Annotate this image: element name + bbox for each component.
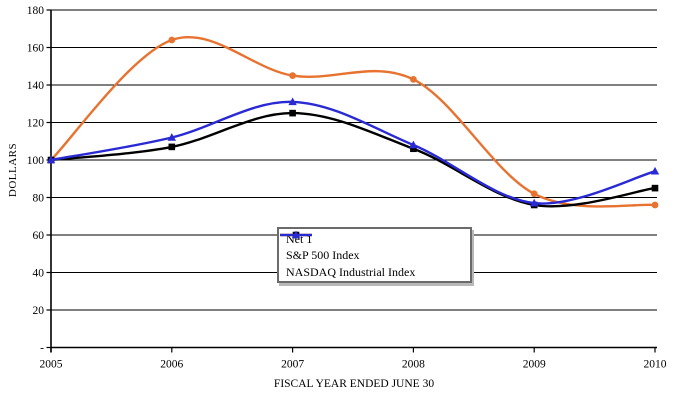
y-tick-label: 80 bbox=[33, 193, 45, 205]
x-tick-label: 2010 bbox=[644, 359, 667, 371]
y-tick-label: 160 bbox=[27, 43, 45, 55]
x-tick-label: 2009 bbox=[523, 359, 546, 371]
y-tick-label: 60 bbox=[33, 230, 45, 242]
y-tick-label: 20 bbox=[33, 305, 45, 317]
legend-item-net-1: Net 1 bbox=[280, 231, 470, 247]
series-line-nasdaq-industrial-index bbox=[49, 100, 657, 205]
data-point-net-1-2009 bbox=[530, 190, 538, 198]
x-tick-label: 2008 bbox=[402, 359, 425, 371]
y-tick-label: 120 bbox=[27, 118, 45, 130]
series-line-s-p-500-index bbox=[49, 111, 657, 208]
y-tick-label: 40 bbox=[33, 268, 45, 280]
y-axis-title: DOLLARS bbox=[7, 142, 19, 198]
data-point-s-p-500-index-2006 bbox=[168, 143, 176, 151]
data-point-nasdaq-industrial-index-2010 bbox=[650, 166, 660, 175]
x-tick-label: 2007 bbox=[281, 359, 304, 371]
legend-swatch-marker bbox=[291, 230, 301, 239]
data-point-net-1-2010 bbox=[651, 201, 659, 209]
series-line-net-1 bbox=[49, 36, 657, 208]
nasdaq-line-triangle-marker-icon bbox=[280, 230, 312, 239]
data-point-net-1-2008 bbox=[410, 75, 417, 83]
data-point-nasdaq-industrial-index-2009 bbox=[530, 198, 539, 207]
legend: Net 1 S&P 500 Index NASDAQ Industrial In… bbox=[277, 227, 472, 283]
data-point-s-p-500-index-2008 bbox=[410, 145, 417, 153]
data-point-net-1-2006 bbox=[168, 36, 176, 44]
legend-label-sp500: S&P 500 Index bbox=[286, 248, 360, 262]
x-axis-title: FISCAL YEAR ENDED JUNE 30 bbox=[273, 378, 435, 390]
legend-label-nasdaq: NASDAQ Industrial Index bbox=[286, 264, 416, 279]
y-tick-label: 100 bbox=[27, 155, 45, 167]
y-tick-label: - bbox=[40, 343, 44, 355]
legend-item-sp500: S&P 500 Index bbox=[280, 231, 470, 263]
data-point-nasdaq-industrial-index-2005 bbox=[46, 155, 56, 164]
data-point-s-p-500-index-2007 bbox=[289, 109, 296, 117]
x-tick-label: 2005 bbox=[40, 359, 63, 371]
legend-item-nasdaq: NASDAQ Industrial Index bbox=[280, 230, 470, 280]
y-tick-label: 140 bbox=[27, 80, 45, 92]
data-point-nasdaq-industrial-index-2006 bbox=[167, 133, 176, 141]
data-point-net-1-2007 bbox=[289, 72, 296, 80]
y-tick-label: 180 bbox=[27, 5, 45, 17]
data-point-nasdaq-industrial-index-2007 bbox=[288, 97, 297, 106]
x-tick-label: 2006 bbox=[160, 359, 183, 371]
data-point-s-p-500-index-2010 bbox=[651, 184, 659, 192]
data-point-nasdaq-industrial-index-2008 bbox=[409, 140, 418, 149]
